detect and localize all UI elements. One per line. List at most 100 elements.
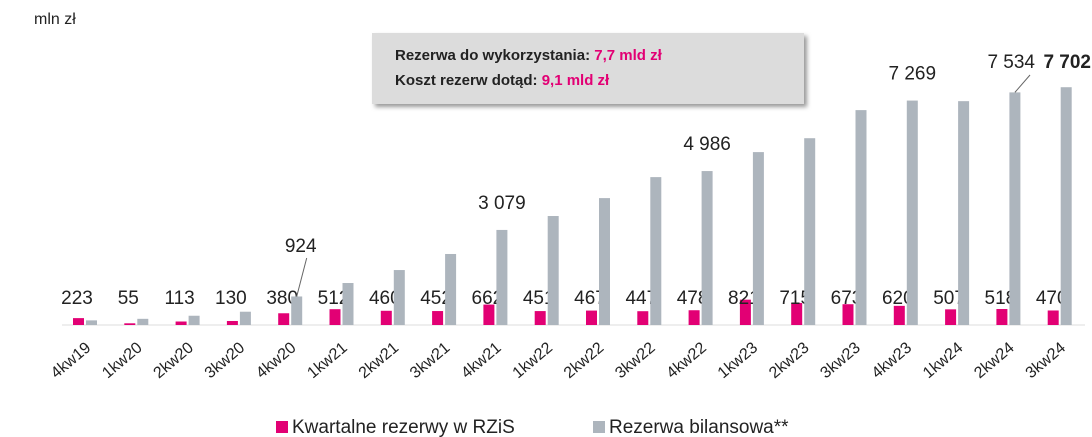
- bar: [534, 311, 546, 325]
- bar: [137, 318, 149, 325]
- x-tick-label: 4kw19: [48, 339, 94, 382]
- bar: [496, 229, 508, 325]
- data-label: 460: [369, 288, 401, 309]
- data-label: 512: [318, 288, 350, 309]
- data-label: 7 269: [889, 64, 937, 85]
- x-tick-label: 3kw24: [1023, 339, 1069, 382]
- bar: [73, 318, 84, 325]
- x-tick-label: 2kw24: [971, 339, 1017, 382]
- data-label: 478: [677, 288, 709, 309]
- legend-swatch: [276, 421, 288, 433]
- x-tick-label: 4kw21: [458, 339, 504, 382]
- legend-label: Kwartalne rezerwy w RZiS: [292, 417, 515, 437]
- bar: [239, 311, 251, 325]
- bar: [175, 321, 187, 325]
- bar: [483, 304, 495, 325]
- bar: [342, 283, 354, 325]
- annotation: Rezerwa do wykorzystania: 7,7 mld zł: [395, 47, 663, 64]
- bar: [893, 305, 905, 325]
- bar: [855, 110, 867, 325]
- data-label: 924: [285, 236, 317, 257]
- bar: [226, 320, 238, 325]
- data-label: 518: [985, 288, 1017, 309]
- bar: [445, 253, 457, 325]
- x-tick-label: 3kw23: [817, 339, 863, 382]
- bar: [958, 101, 970, 325]
- data-label: 4 986: [683, 134, 731, 155]
- bar: [637, 311, 649, 325]
- data-label: 467: [574, 288, 606, 309]
- data-label: 452: [420, 288, 452, 309]
- bar: [945, 309, 957, 325]
- x-tick-label: 1kw21: [304, 339, 350, 382]
- x-tick-label: 2kw23: [766, 339, 812, 382]
- bar: [804, 138, 816, 325]
- leader-line: [1014, 74, 1031, 93]
- bar: [739, 299, 751, 325]
- annotation: Koszt rezerw dotąd: 9,1 mld zł: [395, 72, 610, 89]
- data-label: 130: [215, 288, 247, 309]
- unit-label: mln zł: [34, 11, 76, 28]
- x-tick-label: 2kw22: [561, 339, 607, 382]
- data-label: 470: [1036, 288, 1068, 309]
- bar: [906, 100, 918, 325]
- x-tick-label: 4kw20: [253, 339, 299, 382]
- x-tick-label: 3kw20: [202, 339, 248, 382]
- x-tick-label: 4kw23: [869, 339, 915, 382]
- bar: [86, 320, 97, 325]
- data-label: 451: [523, 288, 555, 309]
- annotation-value: 9,1 mld zł: [542, 72, 610, 89]
- data-label: 3 079: [478, 193, 526, 214]
- bar: [1060, 87, 1072, 326]
- x-tick-label: 3kw21: [407, 339, 453, 382]
- x-tick-label: 2kw21: [356, 339, 402, 382]
- bar: [599, 198, 610, 325]
- data-label: 447: [625, 288, 657, 309]
- x-tick-label: 4kw22: [664, 339, 710, 382]
- x-tick-label: 1kw23: [715, 339, 761, 382]
- bar: [432, 311, 444, 325]
- data-label: 7 702: [1043, 52, 1091, 73]
- data-label: 7 534: [987, 52, 1035, 73]
- bar: [547, 216, 559, 325]
- bar: [329, 309, 341, 325]
- data-label: 223: [61, 288, 93, 309]
- bar: [842, 304, 854, 325]
- x-tick-label: 1kw22: [510, 339, 556, 382]
- data-label: 821: [728, 288, 760, 309]
- data-label: 673: [831, 288, 863, 309]
- data-label: 55: [118, 288, 139, 309]
- legend-label: Rezerwa bilansowa**: [609, 417, 789, 437]
- data-label: 380: [266, 288, 298, 309]
- bar: [701, 171, 713, 325]
- bar: [291, 296, 303, 325]
- bar: [278, 313, 290, 325]
- annotation-label: Rezerwa do wykorzystania:: [395, 47, 590, 64]
- annotation-value: 7,7 mld zł: [594, 47, 662, 64]
- bar: [650, 177, 662, 325]
- bar: [188, 315, 200, 325]
- legend-swatch: [593, 421, 605, 433]
- bar: [688, 310, 700, 325]
- x-tick-label: 1kw24: [920, 339, 966, 382]
- bar: [586, 310, 597, 325]
- data-label: 113: [164, 288, 194, 309]
- bar: [791, 302, 803, 325]
- x-tick-label: 1kw20: [99, 339, 145, 382]
- bar: [1047, 310, 1059, 325]
- leader-line: [296, 257, 308, 297]
- bar: [124, 323, 136, 325]
- data-label: 662: [472, 288, 504, 309]
- bar: [752, 152, 764, 325]
- data-label: 620: [882, 288, 914, 309]
- bar: [1009, 92, 1021, 325]
- annotation-label: Koszt rezerw dotąd:: [395, 72, 538, 89]
- data-label: 507: [933, 288, 965, 309]
- annotation-box: [372, 33, 804, 104]
- bar: [380, 310, 392, 325]
- x-tick-label: 2kw20: [151, 339, 197, 382]
- bar: [393, 270, 405, 325]
- x-tick-label: 3kw22: [612, 339, 658, 382]
- data-label: 715: [779, 288, 811, 309]
